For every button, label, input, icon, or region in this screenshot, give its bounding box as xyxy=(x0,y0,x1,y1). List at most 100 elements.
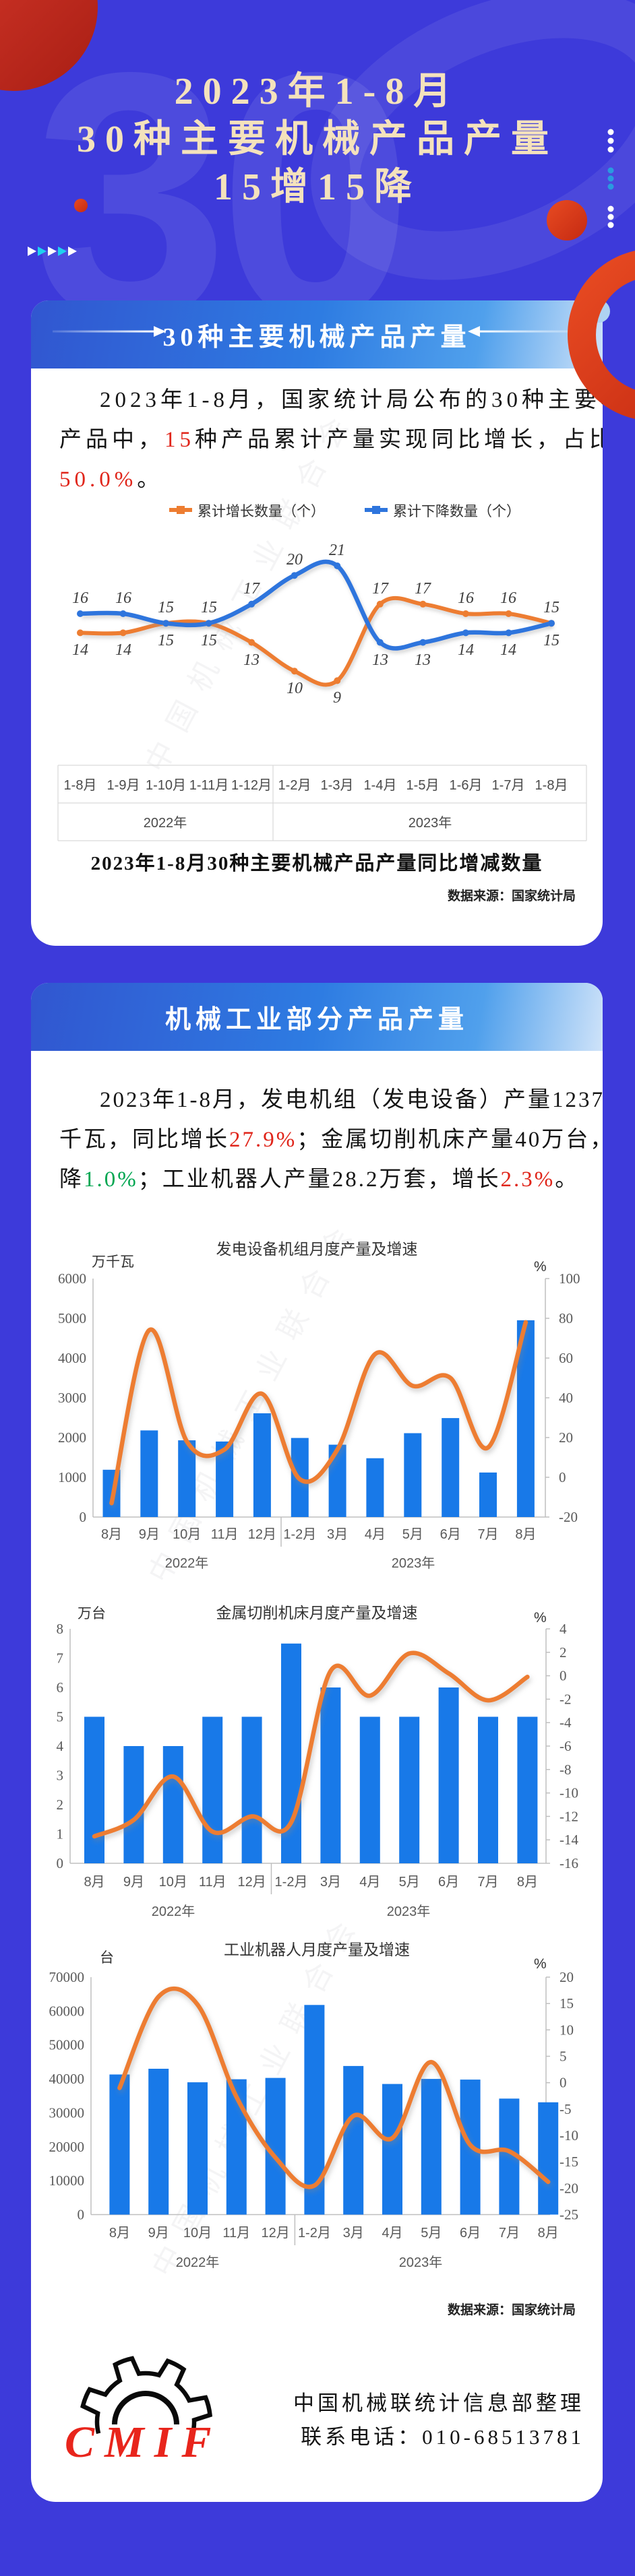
svg-text:8月: 8月 xyxy=(101,1527,122,1542)
svg-text:9月: 9月 xyxy=(123,1875,144,1890)
svg-text:15: 15 xyxy=(543,632,560,649)
svg-text:-2: -2 xyxy=(560,1691,572,1707)
svg-text:17: 17 xyxy=(415,580,431,598)
svg-text:3月: 3月 xyxy=(320,1875,341,1890)
svg-text:1-7月: 1-7月 xyxy=(492,778,525,793)
svg-text:9月: 9月 xyxy=(148,2226,169,2241)
svg-text:13: 13 xyxy=(243,651,260,669)
svg-text:6000: 6000 xyxy=(58,1270,86,1287)
svg-text:-6: -6 xyxy=(560,1738,572,1754)
svg-text:%: % xyxy=(534,1956,547,1972)
svg-text:15: 15 xyxy=(543,599,560,616)
svg-text:70000: 70000 xyxy=(49,1969,85,1985)
svg-text:0: 0 xyxy=(57,1855,64,1871)
svg-text:15: 15 xyxy=(201,632,217,649)
svg-text:17: 17 xyxy=(243,580,260,598)
svg-text:12月: 12月 xyxy=(237,1875,266,1890)
svg-text:8月: 8月 xyxy=(515,1527,536,1542)
svg-text:1-12月: 1-12月 xyxy=(231,778,272,793)
svg-text:60000: 60000 xyxy=(49,2003,85,2019)
svg-text:4000: 4000 xyxy=(58,1350,86,1366)
svg-text:1-11月: 1-11月 xyxy=(189,778,229,793)
svg-text:1-2月: 1-2月 xyxy=(298,2226,331,2241)
svg-text:1-6月: 1-6月 xyxy=(450,778,483,793)
svg-text:2022年: 2022年 xyxy=(144,815,187,831)
svg-text:2022年: 2022年 xyxy=(152,1904,195,1919)
svg-text:4: 4 xyxy=(57,1738,64,1754)
svg-text:20: 20 xyxy=(560,1969,574,1985)
svg-text:金属切削机床月度产量及增速: 金属切削机床月度产量及增速 xyxy=(216,1604,418,1621)
svg-text:80: 80 xyxy=(559,1310,573,1326)
svg-text:累计下降数量（个）: 累计下降数量（个） xyxy=(393,504,520,519)
svg-text:50000: 50000 xyxy=(49,2037,85,2053)
svg-text:20: 20 xyxy=(559,1429,573,1446)
svg-text:1-5月: 1-5月 xyxy=(406,778,440,793)
svg-text:1000: 1000 xyxy=(58,1469,86,1485)
svg-text:15: 15 xyxy=(158,632,174,649)
svg-text:5: 5 xyxy=(560,2049,567,2065)
svg-text:40: 40 xyxy=(559,1390,573,1406)
svg-text:4月: 4月 xyxy=(382,2226,402,2241)
svg-text:14: 14 xyxy=(458,641,474,659)
svg-text:11月: 11月 xyxy=(211,1527,239,1542)
svg-text:4月: 4月 xyxy=(359,1875,380,1890)
svg-text:60: 60 xyxy=(559,1350,573,1366)
svg-text:13: 13 xyxy=(372,651,388,669)
svg-text:6月: 6月 xyxy=(438,1875,459,1890)
svg-text:1-3月: 1-3月 xyxy=(321,778,354,793)
svg-text:16: 16 xyxy=(500,589,516,607)
svg-text:-12: -12 xyxy=(560,1808,578,1824)
svg-text:2023年: 2023年 xyxy=(399,2255,443,2270)
svg-text:12月: 12月 xyxy=(261,2226,289,2241)
svg-text:8月: 8月 xyxy=(517,1875,538,1890)
svg-text:12月: 12月 xyxy=(248,1527,276,1542)
svg-text:21: 21 xyxy=(329,542,345,559)
svg-text:-15: -15 xyxy=(560,2154,578,2170)
svg-text:14: 14 xyxy=(500,641,516,659)
svg-text:3000: 3000 xyxy=(58,1390,86,1406)
svg-text:9: 9 xyxy=(333,689,341,707)
svg-text:14: 14 xyxy=(115,641,131,659)
svg-text:16: 16 xyxy=(72,589,88,607)
svg-text:11月: 11月 xyxy=(199,1875,226,1890)
svg-text:3月: 3月 xyxy=(327,1527,348,1542)
svg-text:-10: -10 xyxy=(560,2127,578,2144)
svg-text:1-4月: 1-4月 xyxy=(364,778,397,793)
svg-text:CMIF: CMIF xyxy=(65,2418,221,2467)
svg-text:1-9月: 1-9月 xyxy=(107,778,140,793)
svg-text:1-2月: 1-2月 xyxy=(283,1527,316,1542)
svg-text:3月: 3月 xyxy=(343,2226,364,2241)
svg-text:-14: -14 xyxy=(560,1832,578,1848)
svg-text:万台: 万台 xyxy=(78,1606,106,1621)
svg-text:1: 1 xyxy=(57,1826,64,1842)
svg-text:14: 14 xyxy=(72,641,88,659)
svg-text:10月: 10月 xyxy=(183,2226,212,2241)
svg-text:13: 13 xyxy=(415,651,431,669)
svg-text:16: 16 xyxy=(115,589,131,607)
svg-text:-16: -16 xyxy=(560,1855,578,1871)
svg-text:1-2月: 1-2月 xyxy=(278,778,311,793)
svg-text:4月: 4月 xyxy=(365,1527,386,1542)
svg-text:0: 0 xyxy=(560,2075,567,2091)
svg-text:17: 17 xyxy=(372,580,389,598)
svg-text:1-2月: 1-2月 xyxy=(275,1875,308,1890)
svg-text:3: 3 xyxy=(57,1768,64,1784)
svg-text:万千瓦: 万千瓦 xyxy=(92,1254,134,1270)
svg-text:%: % xyxy=(534,1259,547,1275)
svg-text:8月: 8月 xyxy=(84,1875,104,1890)
svg-text:15: 15 xyxy=(201,599,217,616)
svg-text:0: 0 xyxy=(560,1668,567,1684)
svg-text:10月: 10月 xyxy=(159,1875,187,1890)
svg-text:5: 5 xyxy=(57,1709,64,1725)
svg-text:2022年: 2022年 xyxy=(176,2255,220,2270)
svg-text:0: 0 xyxy=(80,1509,87,1525)
svg-text:0: 0 xyxy=(78,2207,85,2223)
svg-text:6月: 6月 xyxy=(460,2226,481,2241)
svg-text:2022年: 2022年 xyxy=(165,1555,209,1571)
svg-text:1-8月: 1-8月 xyxy=(535,778,568,793)
svg-text:-20: -20 xyxy=(560,2180,578,2196)
svg-text:-8: -8 xyxy=(560,1762,572,1778)
svg-text:10月: 10月 xyxy=(173,1527,201,1542)
svg-text:5000: 5000 xyxy=(58,1310,86,1326)
svg-text:30000: 30000 xyxy=(49,2104,85,2121)
